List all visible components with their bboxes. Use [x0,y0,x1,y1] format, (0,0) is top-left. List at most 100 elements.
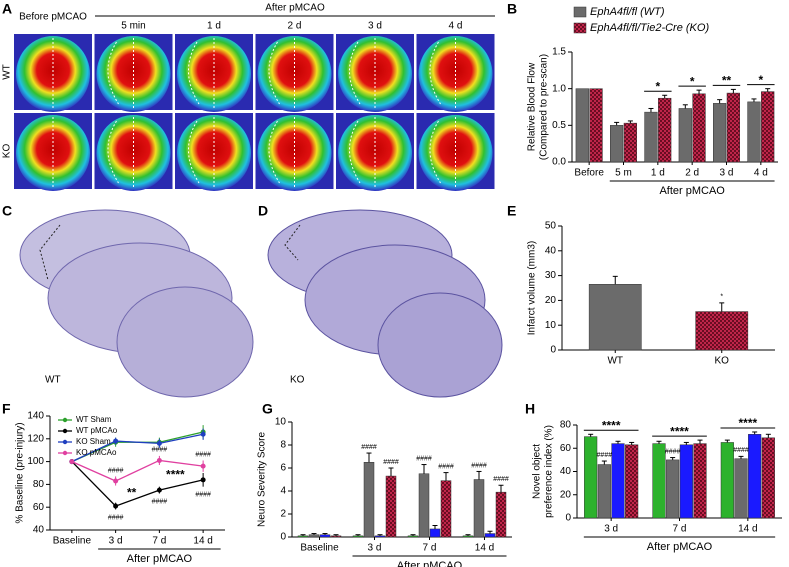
lesion-outline [349,120,361,184]
bar [588,284,642,351]
annotation: * [655,79,660,93]
row-label: WT [2,64,13,80]
bar [308,534,320,538]
y-tick-label: 80 [33,479,45,490]
legend-label: EphA4fl/fl/Tie2-Cre (KO) [590,22,709,34]
lesion-outline [107,41,119,105]
legend-marker [62,428,68,434]
bar [713,103,727,163]
x-tick-label: 4 d [754,168,768,179]
y-tick-label: 80 [560,420,572,431]
bar [692,93,706,163]
annotation: * [690,74,695,88]
panel-c-label: WT [45,375,61,386]
annotation: #### [108,467,124,474]
annotation: #### [597,452,613,459]
point [200,431,206,437]
bar [597,464,611,519]
x-axis-label: After pMCAO [397,560,463,567]
y-tick-label: 0.0 [552,157,566,168]
y-tick-label: 60 [33,502,45,513]
annotation: #### [471,462,487,469]
annotation: #### [152,498,168,505]
bar [462,535,474,538]
lesion-outline [268,41,280,105]
bar [761,437,775,519]
x-tick-label: 3 d [109,536,123,547]
x-tick-label: Baseline [300,543,339,554]
panel-letter: E [507,203,516,219]
bar [652,443,666,519]
annotation: #### [195,451,211,458]
bar [747,101,761,163]
x-tick-label: 7 d [152,536,166,547]
bar [374,535,386,538]
lesion-outline [268,120,280,184]
bar [473,479,485,538]
bar [658,97,672,163]
legend-label: KO pMCAo [76,448,117,457]
x-axis-label: After pMCAO [127,553,193,565]
y-tick-label: 8 [280,440,286,451]
bar [484,533,496,538]
bar [319,534,331,538]
x-tick-label: 14 d [193,536,212,547]
panel-letter: G [262,401,273,417]
y-tick-label: 40 [560,466,572,477]
column-label: 1 d [207,21,221,32]
x-tick-label: WT [607,356,623,367]
y-tick-label: 20 [560,489,572,500]
annotation: #### [361,444,377,451]
x-axis-label: After pMCAO [647,541,713,553]
bar [726,92,740,163]
point [113,503,119,509]
y-tick-label: 2 [280,509,286,520]
legend-label: WT pMCAo [76,426,118,435]
y-axis-label: % Baseline (pre-injury) [15,422,26,523]
point [69,459,75,465]
column-label: 3 d [368,21,382,32]
y-axis-label: Infarct volume (mm3) [527,241,538,335]
bar [330,535,342,538]
legend-marker [62,417,68,423]
bar [352,535,364,538]
annotation: #### [438,463,454,470]
bar [363,462,375,538]
y-tick-label: 40 [33,525,45,536]
x-tick-label: 2 d [685,168,699,179]
x-tick-label: 3 d [720,168,734,179]
bar [589,88,603,163]
bar [693,443,707,519]
y-axis-label: preference index (%) [544,425,555,518]
lesion-outline [107,120,119,184]
y-tick-label: 50 [545,221,557,232]
y-tick-label: 1.5 [552,47,566,58]
y-tick-label: 100 [27,456,44,467]
annotation: #### [195,492,211,499]
bar [611,443,625,519]
annotation: * [758,73,763,87]
annotation: #### [108,514,124,521]
x-tick-label: 1 d [651,168,665,179]
y-axis-label: Neuro Severity Score [257,432,268,527]
y-tick-label: 0 [280,532,286,543]
x-tick-label: 3 d [368,543,382,554]
y-tick-label: 0 [565,513,571,524]
x-tick-label: 7 d [423,543,437,554]
panel-letter: H [525,401,535,417]
point [156,457,162,463]
annotation: #### [383,459,399,466]
y-tick-label: 4 [280,486,286,497]
y-tick-label: 0 [550,345,556,356]
bar [623,122,637,163]
bar [695,311,749,351]
bar [495,491,507,538]
panel-letter: F [2,401,11,417]
lesion-outline [429,120,441,184]
legend-marker [62,439,68,445]
x-axis-label: After pMCAO [659,185,725,197]
annotation: **** [738,416,757,430]
y-tick-label: 120 [27,433,44,444]
annotation: #### [152,447,168,454]
panel-letter: B [507,1,517,17]
